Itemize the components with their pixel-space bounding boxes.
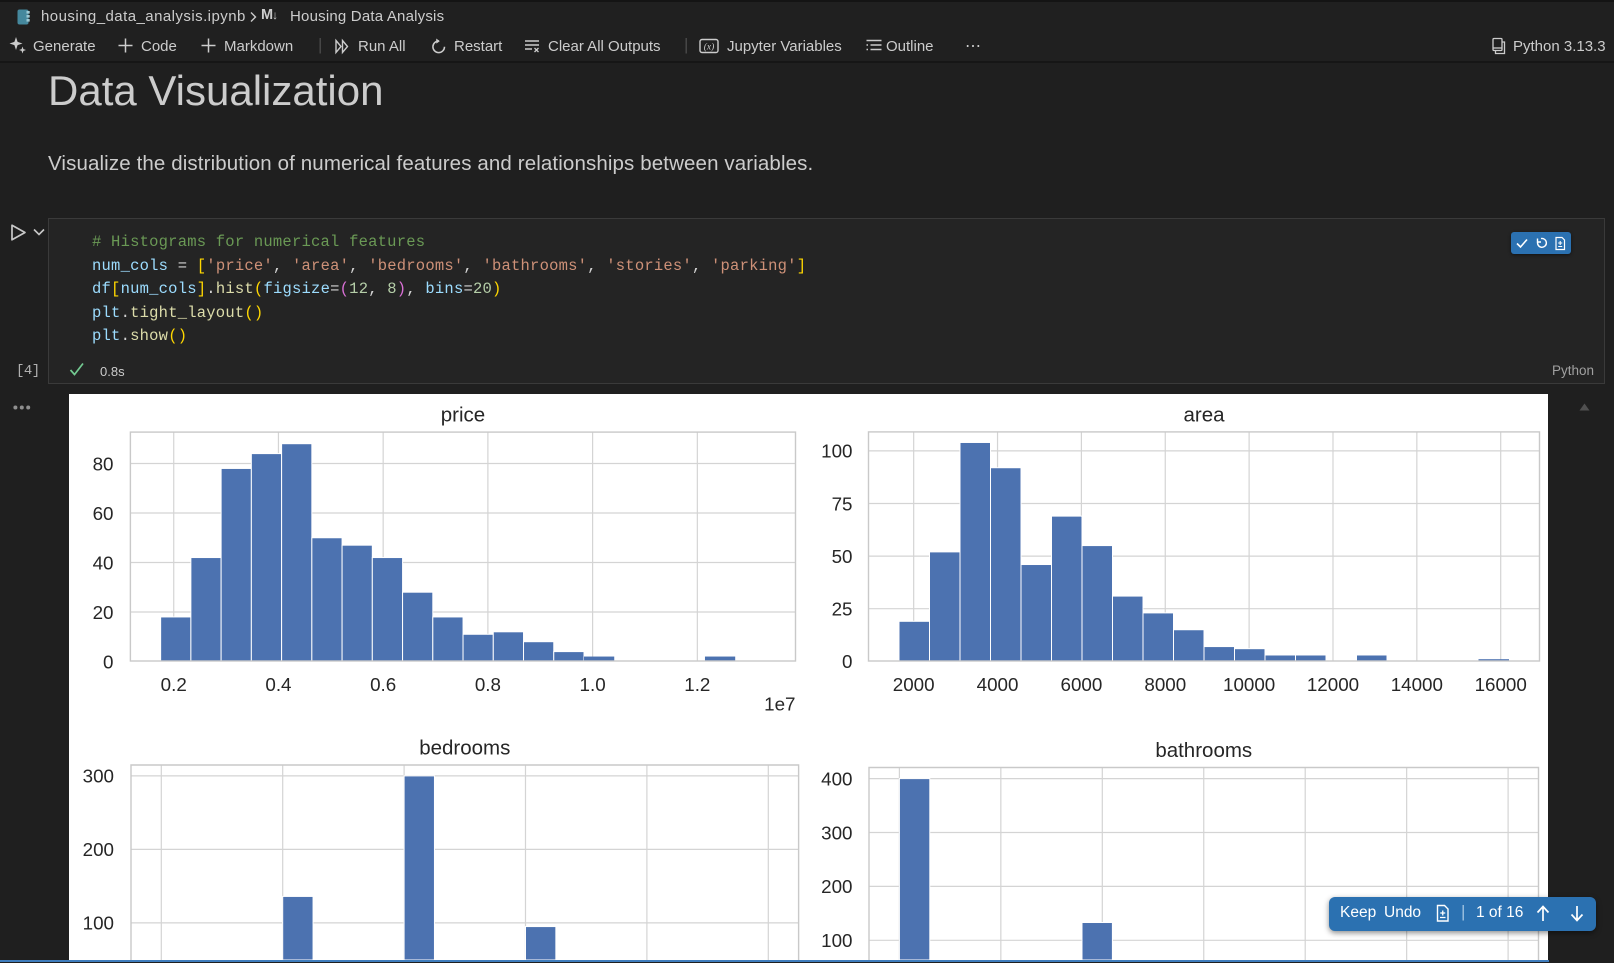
svg-text:16000: 16000 bbox=[1475, 674, 1527, 695]
svg-text:4000: 4000 bbox=[977, 674, 1019, 695]
svg-text:40: 40 bbox=[93, 552, 114, 573]
svg-text:25: 25 bbox=[832, 599, 853, 620]
svg-text:1e7: 1e7 bbox=[764, 694, 795, 715]
svg-text:0.2: 0.2 bbox=[161, 674, 187, 695]
svg-text:100: 100 bbox=[821, 441, 852, 462]
svg-text:1.2: 1.2 bbox=[684, 674, 710, 695]
svg-text:400: 400 bbox=[821, 768, 852, 789]
svg-text:75: 75 bbox=[832, 493, 853, 514]
svg-text:0: 0 bbox=[842, 651, 852, 672]
svg-text:300: 300 bbox=[83, 766, 114, 787]
svg-text:50: 50 bbox=[832, 546, 853, 567]
svg-text:20: 20 bbox=[93, 602, 114, 623]
svg-text:0.4: 0.4 bbox=[265, 674, 291, 695]
svg-text:12000: 12000 bbox=[1307, 674, 1359, 695]
svg-text:0: 0 bbox=[103, 651, 113, 672]
svg-text:bedrooms: bedrooms bbox=[419, 736, 510, 759]
svg-text:8000: 8000 bbox=[1144, 674, 1186, 695]
svg-text:price: price bbox=[441, 404, 485, 427]
svg-text:200: 200 bbox=[821, 876, 852, 897]
svg-text:300: 300 bbox=[821, 822, 852, 843]
svg-text:14000: 14000 bbox=[1391, 674, 1443, 695]
svg-text:200: 200 bbox=[83, 839, 114, 860]
svg-text:60: 60 bbox=[93, 503, 114, 524]
svg-text:bathrooms: bathrooms bbox=[1155, 739, 1252, 762]
svg-text:100: 100 bbox=[821, 930, 852, 951]
svg-text:100: 100 bbox=[83, 913, 114, 934]
svg-text:1.0: 1.0 bbox=[580, 674, 606, 695]
svg-text:10000: 10000 bbox=[1223, 674, 1275, 695]
svg-text:80: 80 bbox=[93, 453, 114, 474]
svg-text:6000: 6000 bbox=[1061, 674, 1103, 695]
svg-text:2000: 2000 bbox=[893, 674, 935, 695]
svg-text:0.6: 0.6 bbox=[370, 674, 396, 695]
svg-text:(x): (x) bbox=[704, 42, 715, 53]
svg-text:0.8: 0.8 bbox=[475, 674, 501, 695]
svg-text:area: area bbox=[1183, 403, 1225, 426]
